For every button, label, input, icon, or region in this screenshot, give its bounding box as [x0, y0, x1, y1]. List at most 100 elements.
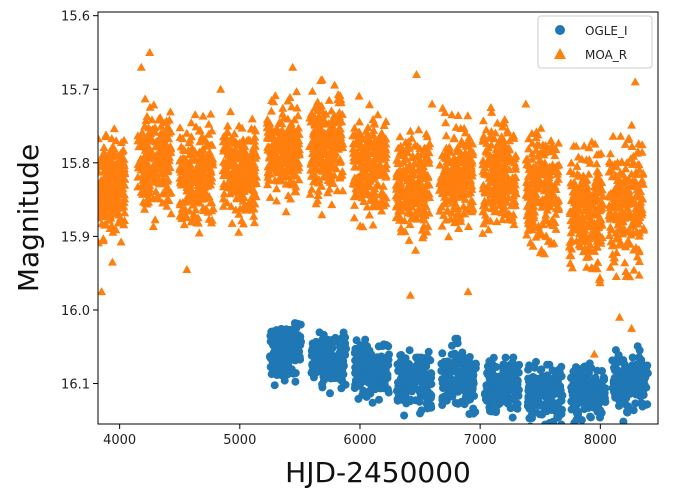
- ogle-point: [400, 411, 409, 420]
- moa-point: [591, 210, 601, 219]
- moa-point: [596, 238, 606, 247]
- moa-point: [624, 133, 634, 142]
- moa-point: [604, 231, 614, 239]
- moa-point: [405, 290, 415, 299]
- moa-point: [441, 118, 451, 127]
- moa-point: [284, 163, 293, 172]
- x-tick-label: 5000: [223, 433, 256, 448]
- moa-point: [186, 132, 196, 141]
- moa-point: [424, 141, 434, 150]
- moa-point: [354, 91, 364, 100]
- ogle-point: [601, 398, 610, 406]
- ogle-point: [287, 345, 296, 354]
- moa-point: [574, 205, 584, 214]
- moa-point: [372, 202, 382, 211]
- moa-point: [618, 229, 628, 238]
- moa-point: [632, 204, 642, 213]
- moa-point: [548, 142, 558, 151]
- ogle-point: [508, 413, 517, 422]
- moa-point: [226, 201, 236, 210]
- moa-point: [157, 146, 167, 154]
- moa-point: [490, 150, 500, 159]
- moa-point: [634, 160, 644, 168]
- moa-point: [369, 125, 379, 134]
- moa-point: [526, 238, 535, 247]
- moa-point: [577, 154, 587, 163]
- moa-point: [525, 203, 535, 211]
- moa-point: [276, 166, 286, 175]
- moa-point: [578, 200, 588, 209]
- moa-point: [105, 207, 115, 216]
- moa-point: [328, 144, 338, 153]
- moa-point: [592, 264, 602, 273]
- moa-point: [441, 215, 451, 224]
- moa-point: [148, 136, 158, 145]
- moa-point: [480, 198, 490, 207]
- moa-point: [381, 149, 391, 158]
- moa-point: [175, 162, 185, 171]
- moa-point: [355, 221, 365, 230]
- x-tick-label: 8000: [584, 433, 617, 448]
- moa-point: [234, 167, 244, 176]
- ogle-point: [529, 373, 538, 382]
- moa-point: [332, 186, 342, 195]
- moa-point: [414, 125, 424, 134]
- moa-point: [497, 132, 507, 141]
- moa-point: [567, 235, 576, 244]
- moa-point: [294, 123, 303, 132]
- ogle-point: [396, 395, 405, 404]
- moa-point: [163, 167, 173, 176]
- ogle-point: [354, 394, 363, 403]
- moa-point: [500, 194, 510, 203]
- ogle-point: [383, 360, 392, 369]
- moa-point: [186, 160, 195, 169]
- moa-point: [194, 126, 204, 135]
- moa-point: [307, 86, 317, 95]
- moa-point: [100, 212, 110, 221]
- moa-point: [250, 136, 259, 145]
- moa-point: [248, 143, 258, 152]
- moa-point: [144, 128, 154, 137]
- moa-point: [249, 218, 259, 227]
- moa-point: [590, 246, 600, 255]
- moa-point: [365, 181, 374, 190]
- moa-point: [580, 225, 590, 234]
- moa-point: [551, 185, 561, 193]
- moa-point: [175, 210, 185, 219]
- moa-point: [617, 157, 627, 166]
- moa-point: [575, 236, 585, 245]
- moa-point: [145, 48, 155, 56]
- moa-point: [503, 172, 512, 181]
- moa-point: [114, 163, 124, 172]
- moa-point: [223, 177, 233, 186]
- moa-point: [283, 191, 293, 200]
- moa-point: [355, 153, 364, 162]
- moa-point: [427, 99, 437, 108]
- moa-point: [410, 159, 420, 168]
- ogle-point: [319, 351, 328, 360]
- moa-point: [178, 144, 188, 153]
- moa-point: [524, 144, 534, 153]
- ogle-point: [427, 403, 436, 412]
- ogle-point: [635, 353, 644, 362]
- moa-point: [527, 149, 537, 158]
- ogle-point: [503, 399, 512, 408]
- moa-point: [484, 225, 493, 234]
- moa-point: [182, 174, 192, 183]
- moa-point: [204, 214, 214, 223]
- moa-point: [327, 200, 337, 209]
- moa-point: [98, 134, 103, 143]
- moa-point: [634, 231, 644, 240]
- moa-point: [585, 158, 595, 167]
- moa-point: [582, 252, 591, 261]
- ogle-point: [493, 373, 502, 382]
- moa-point: [368, 162, 378, 170]
- moa-point: [349, 213, 359, 222]
- ogle-point: [280, 356, 289, 365]
- moa-point: [395, 132, 405, 141]
- moa-point: [509, 131, 518, 139]
- moa-point: [461, 181, 471, 190]
- moa-point: [587, 230, 597, 238]
- moa-point: [551, 209, 561, 218]
- moa-point: [400, 216, 409, 225]
